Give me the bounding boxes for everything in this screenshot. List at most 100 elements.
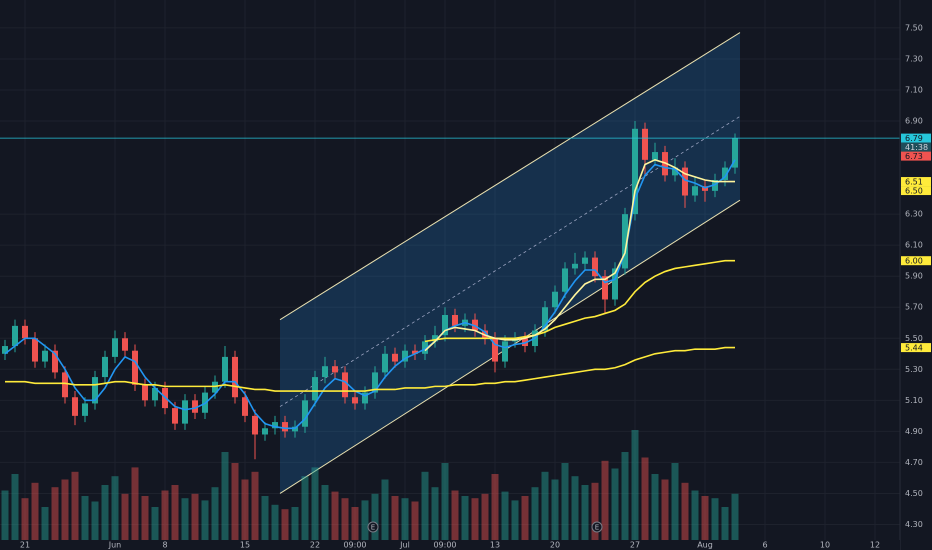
price-tag: 6.00 xyxy=(901,256,931,266)
countdown: 41:38 xyxy=(901,142,931,152)
volume-bar xyxy=(1,490,9,540)
price-tag-bg xyxy=(901,133,931,143)
candle-body xyxy=(682,167,688,196)
candle-body xyxy=(102,356,108,378)
candle-body xyxy=(392,353,398,362)
price-tag: 5.44 xyxy=(901,343,931,353)
candle-body xyxy=(422,341,428,354)
x-tick-label: 8 xyxy=(162,541,167,550)
volume-bar xyxy=(131,467,139,540)
volume-bar xyxy=(161,490,169,540)
volume-bar xyxy=(121,493,129,540)
volume-bar xyxy=(641,457,649,540)
volume-bar xyxy=(681,482,689,540)
volume-bar xyxy=(91,501,99,540)
event-marker[interactable]: E xyxy=(591,521,603,533)
volume-bar xyxy=(621,452,629,540)
volume-bar xyxy=(111,476,119,540)
volume-bar xyxy=(471,498,479,540)
candle-body xyxy=(332,366,338,373)
x-tick-label: Jul xyxy=(399,541,410,550)
time-axis xyxy=(0,540,900,550)
volume-bar xyxy=(451,490,459,540)
volume-bar xyxy=(321,485,329,540)
event-label[interactable]: E xyxy=(595,524,599,532)
x-tick-label: 12 xyxy=(870,541,880,550)
candle-body xyxy=(142,384,148,401)
price-tag-label: 6.79 xyxy=(905,134,923,143)
candle-body xyxy=(672,167,678,176)
candle-body xyxy=(412,350,418,354)
candle-body xyxy=(442,315,448,336)
y-tick-label: 7.10 xyxy=(905,86,923,95)
volume-bar xyxy=(401,498,409,540)
candle-body xyxy=(252,415,258,435)
volume-bar xyxy=(581,485,589,540)
event-circle[interactable] xyxy=(591,521,603,533)
y-tick-label: 4.50 xyxy=(905,489,923,498)
volume-bar xyxy=(371,493,379,540)
candle-body xyxy=(2,346,8,354)
candle-body xyxy=(242,397,248,416)
candle-body xyxy=(272,422,278,429)
volume-bar xyxy=(731,493,739,540)
y-tick-label: 5.10 xyxy=(905,396,923,405)
volume-bar xyxy=(61,479,69,540)
volume-bar xyxy=(301,476,309,540)
ma-line xyxy=(424,158,735,352)
candle-body xyxy=(342,372,348,398)
volume-bar xyxy=(211,487,219,540)
volume-bar xyxy=(551,479,559,540)
volume-bar xyxy=(611,468,619,540)
y-tick-label: 5.50 xyxy=(905,334,923,343)
x-tick-label: 15 xyxy=(240,541,250,550)
candle-body xyxy=(42,350,48,362)
candle-body xyxy=(582,257,588,264)
event-label[interactable]: E xyxy=(371,524,375,532)
candle-body xyxy=(112,338,118,357)
volume-bar xyxy=(221,452,229,540)
volume-bar xyxy=(441,463,449,540)
candle-body xyxy=(452,315,458,326)
candle-body xyxy=(652,152,658,160)
volume-bar xyxy=(721,507,729,540)
y-tick-label: 5.90 xyxy=(905,272,923,281)
volume-bar xyxy=(141,496,149,540)
candle-body xyxy=(542,307,548,331)
candle-body xyxy=(372,372,378,393)
y-tick-label: 6.10 xyxy=(905,241,923,250)
price-tag-bg xyxy=(901,177,931,187)
volume-bar xyxy=(331,491,339,540)
candle-body xyxy=(382,353,388,373)
volume-bar xyxy=(81,496,89,540)
plot xyxy=(0,32,900,540)
countdown-bg xyxy=(901,142,931,152)
candle-body xyxy=(602,276,608,300)
volume-bar xyxy=(691,490,699,540)
price-tag-label: 6.50 xyxy=(905,187,923,196)
volume-bar xyxy=(361,500,369,540)
volume-bar xyxy=(531,487,539,540)
event-circle[interactable] xyxy=(367,521,379,533)
x-tick-label: 6 xyxy=(762,541,767,550)
y-tick-label: 7.50 xyxy=(905,23,923,32)
price-tag: 6.51 xyxy=(901,177,931,187)
volume-bar xyxy=(11,474,19,540)
ma-line xyxy=(424,259,735,343)
price-tag-label: 5.44 xyxy=(905,344,923,353)
candle-body xyxy=(362,392,368,404)
price-tag: 6.73 xyxy=(901,151,931,161)
grid xyxy=(0,0,900,540)
candle-body xyxy=(402,350,408,362)
candle-body xyxy=(352,397,358,404)
candle-body xyxy=(302,400,308,427)
volume-bar xyxy=(351,507,359,540)
y-tick-label: 6.30 xyxy=(905,210,923,219)
candle-body xyxy=(222,356,228,382)
candle-body xyxy=(432,335,438,342)
volume-bar xyxy=(71,471,79,540)
volume-bar xyxy=(431,487,439,540)
price-axis xyxy=(900,0,932,550)
event-marker[interactable]: E xyxy=(367,521,379,533)
